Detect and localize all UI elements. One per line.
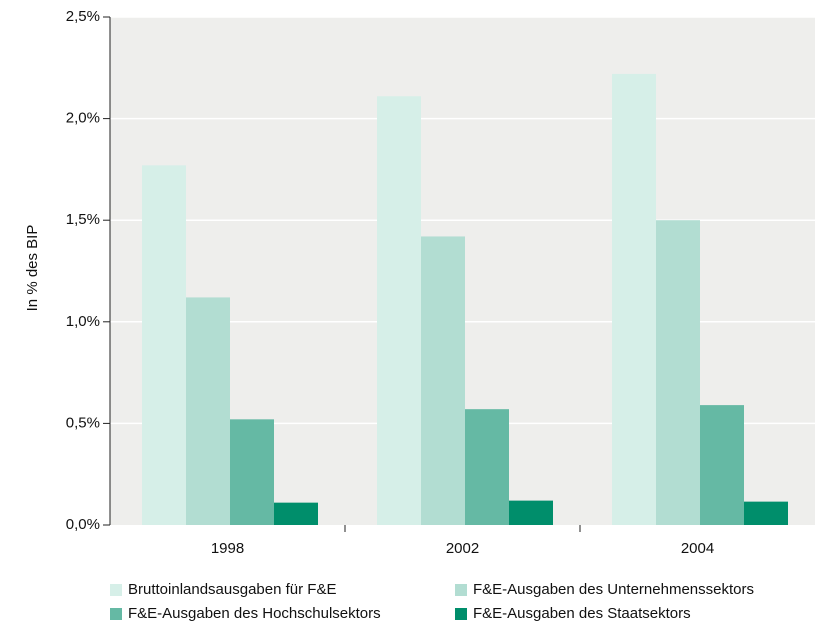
bar xyxy=(744,501,788,525)
y-tick-labels: 0,0% 0,5% 1,0% 1,5% 2,0% 2,5% xyxy=(66,8,100,533)
legend-label: F&E-Ausgaben des Unternehmenssektors xyxy=(473,581,754,598)
y-tick-label: 2,5% xyxy=(66,8,100,25)
x-tick-label: 2002 xyxy=(446,540,479,557)
bar xyxy=(186,297,230,525)
legend-label: F&E-Ausgaben des Staatsektors xyxy=(473,605,691,622)
y-tick-label: 1,0% xyxy=(66,313,100,330)
x-tick-label: 2004 xyxy=(681,540,714,557)
legend-swatch xyxy=(110,607,122,620)
legend: Bruttoinlandsausgaben für F&E F&E-Ausgabe… xyxy=(110,581,815,627)
bar xyxy=(421,236,465,525)
bar xyxy=(465,409,509,525)
legend-swatch xyxy=(455,583,467,596)
bars xyxy=(142,73,788,526)
y-tick-label: 1,5% xyxy=(66,211,100,228)
y-tick-label: 2,0% xyxy=(66,110,100,127)
legend-swatch xyxy=(455,607,467,620)
y-axis-label: In % des BIP xyxy=(24,225,41,312)
y-tick-label: 0,0% xyxy=(66,516,100,533)
bar xyxy=(612,73,656,525)
x-tick-label: 1998 xyxy=(211,540,244,557)
x-tick-labels: 1998 2002 2004 xyxy=(211,540,714,557)
bar xyxy=(274,502,318,525)
bar xyxy=(509,500,553,525)
bar xyxy=(656,220,700,525)
bar xyxy=(230,419,274,525)
y-tick-label: 0,5% xyxy=(66,414,100,431)
legend-label: F&E-Ausgaben des Hochschulsektors xyxy=(128,605,381,622)
legend-item: F&E-Ausgaben des Hochschulsektors xyxy=(110,605,381,622)
legend-label: Bruttoinlandsausgaben für F&E xyxy=(128,581,337,598)
legend-swatch xyxy=(110,583,122,596)
legend-item: F&E-Ausgaben des Staatsektors xyxy=(455,605,691,622)
bar xyxy=(142,165,186,525)
bar xyxy=(377,96,421,526)
legend-item: F&E-Ausgaben des Unternehmenssektors xyxy=(455,581,754,598)
bar xyxy=(700,405,744,525)
legend-item: Bruttoinlandsausgaben für F&E xyxy=(110,581,336,598)
axes xyxy=(103,16,581,532)
